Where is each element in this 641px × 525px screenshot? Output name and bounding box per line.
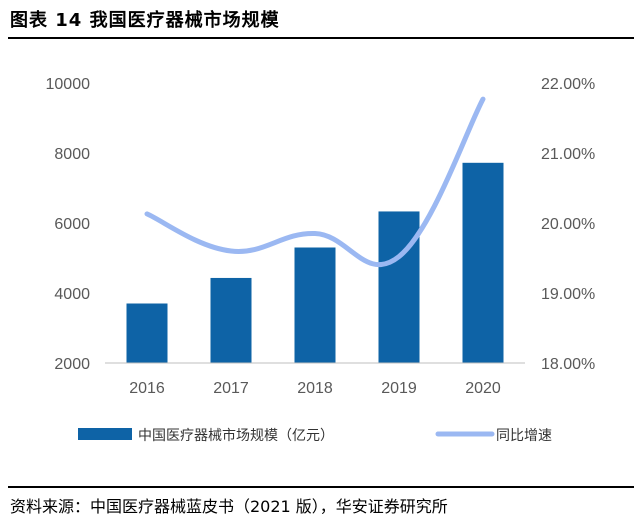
bar-2017 bbox=[210, 277, 252, 363]
right-tick-label: 22.00% bbox=[541, 76, 595, 93]
source-rule bbox=[8, 486, 634, 488]
bar-2020 bbox=[462, 162, 504, 363]
figure-title: 图表 14 我国医疗器械市场规模 bbox=[10, 10, 280, 31]
left-tick-label: 2000 bbox=[54, 356, 90, 373]
chart: 2000 4000 6000 8000 10000 18.00% 19.00% 20.00%… bbox=[46, 76, 596, 444]
left-axis-ticks: 2000 4000 6000 8000 10000 bbox=[46, 76, 91, 373]
right-tick-label: 20.00% bbox=[541, 216, 595, 233]
x-tick-label: 2020 bbox=[465, 380, 501, 397]
bars bbox=[126, 162, 504, 363]
bar-2019 bbox=[378, 211, 420, 363]
x-axis-ticks: 2016 2017 2018 2019 2020 bbox=[129, 380, 501, 397]
growth-line bbox=[144, 96, 486, 267]
right-tick-label: 18.00% bbox=[541, 356, 595, 373]
legend: 中国医疗器械市场规模（亿元） 同比增速 bbox=[78, 427, 552, 444]
legend-bar-label: 中国医疗器械市场规模（亿元） bbox=[138, 427, 334, 444]
left-tick-label: 4000 bbox=[54, 286, 90, 303]
left-tick-label: 8000 bbox=[54, 146, 90, 163]
right-tick-label: 19.00% bbox=[541, 286, 595, 303]
title-rule bbox=[8, 37, 634, 39]
legend-line-label: 同比增速 bbox=[496, 428, 552, 444]
x-tick-label: 2018 bbox=[297, 380, 333, 397]
source-note: 资料来源：中国医疗器械蓝皮书（2021 版），华安证券研究所 bbox=[10, 497, 448, 516]
bar-2016 bbox=[126, 303, 168, 363]
right-axis-ticks: 18.00% 19.00% 20.00% 21.00% 22.00% bbox=[541, 76, 595, 373]
x-tick-label: 2016 bbox=[129, 380, 165, 397]
bar-2018 bbox=[294, 247, 336, 363]
x-tick-label: 2017 bbox=[213, 380, 249, 397]
legend-bar-swatch bbox=[78, 428, 132, 440]
right-tick-label: 21.00% bbox=[541, 146, 595, 163]
x-tick-label: 2019 bbox=[381, 380, 417, 397]
left-tick-label: 10000 bbox=[46, 76, 91, 93]
left-tick-label: 6000 bbox=[54, 216, 90, 233]
